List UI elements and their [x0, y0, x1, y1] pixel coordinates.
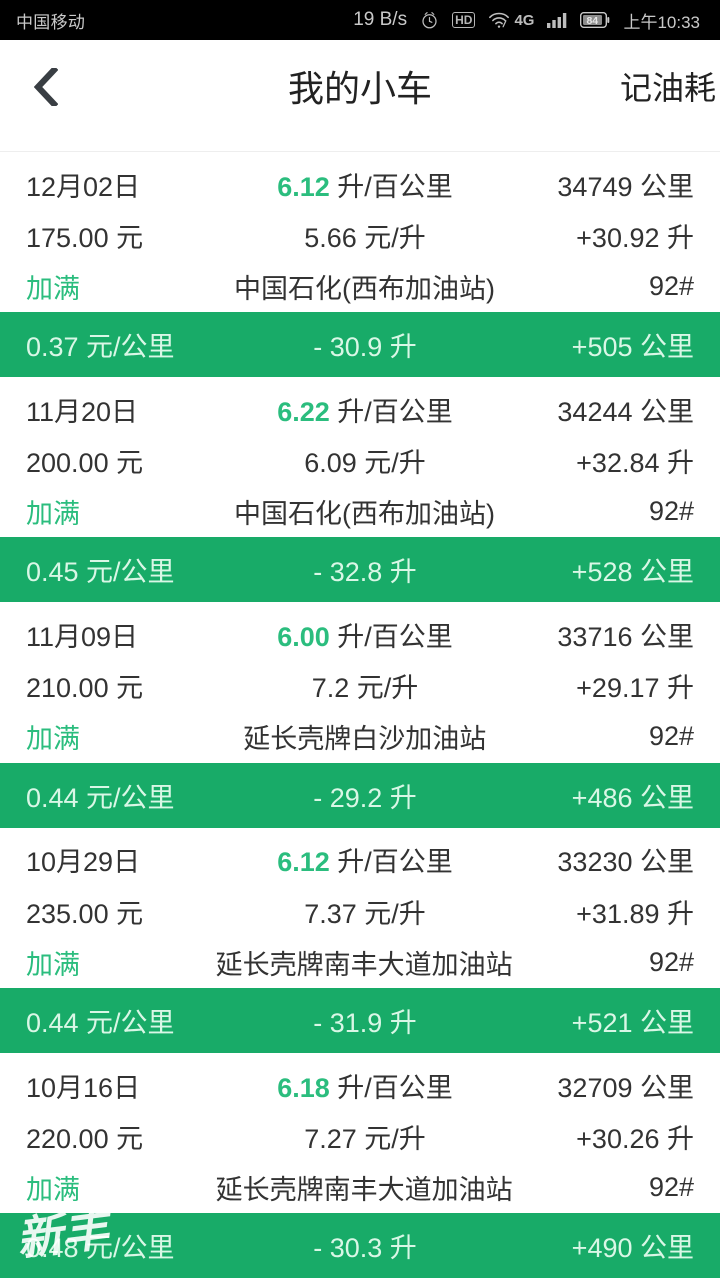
svg-text:84: 84 [587, 15, 599, 27]
